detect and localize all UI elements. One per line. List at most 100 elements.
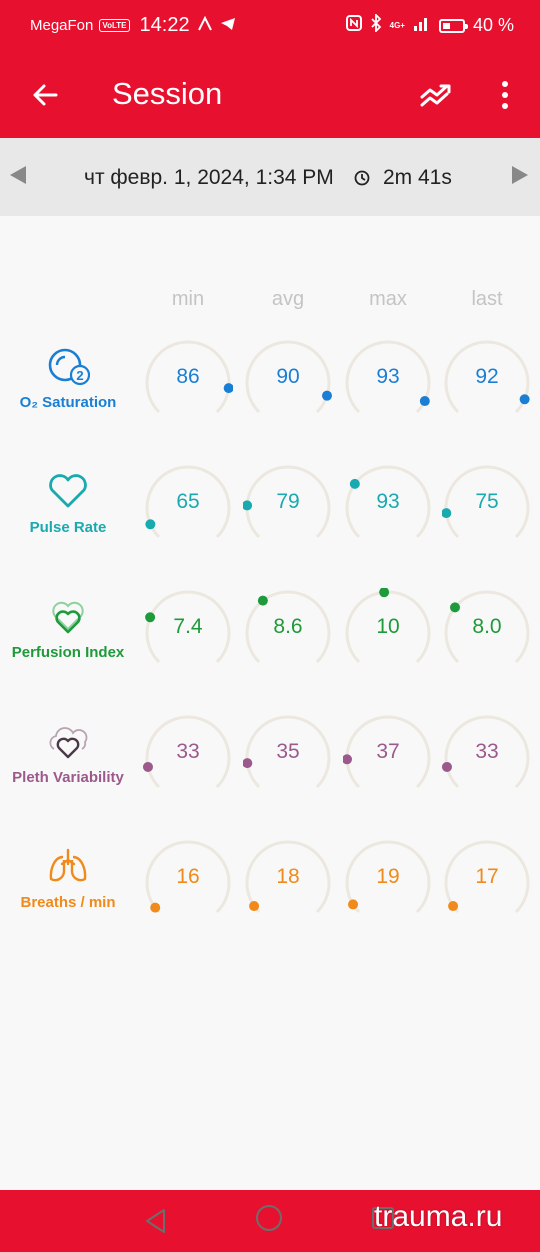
gauge-indicator-dot (249, 901, 260, 912)
notification-icon (196, 15, 214, 35)
gauge-value: 19 (376, 865, 400, 888)
gauge-value: 79 (276, 490, 300, 513)
gauge-max: 10 (343, 588, 433, 678)
gauge-avg: 90 (243, 338, 333, 428)
metric-label: Breaths / min (20, 894, 116, 911)
gauge-last: 8.0 (442, 588, 532, 678)
lungs-icon (49, 848, 87, 882)
nav-back-icon[interactable] (143, 1207, 169, 1235)
prev-session-button[interactable] (10, 166, 26, 184)
gauge-last: 75 (442, 463, 532, 553)
o2-icon: 2 (48, 348, 90, 386)
pleth-icon (49, 727, 88, 759)
gauge-value: 33 (475, 740, 499, 763)
gauge-indicator-dot (442, 508, 452, 519)
gauge-avg: 35 (243, 713, 333, 803)
gauge-indicator-dot (419, 396, 430, 407)
gauge-indicator-dot (349, 478, 360, 489)
column-header-max: max (369, 288, 407, 310)
gauge-track (145, 465, 231, 539)
gauge-max: 37 (343, 713, 433, 803)
carrier-name: MegaFon (30, 17, 94, 34)
session-duration: 2m 41s (383, 166, 452, 189)
heart-icon (49, 474, 87, 508)
metric-row-pulse-rate: Pulse Rate 65 79 93 75 (0, 465, 540, 583)
gauge-track (245, 590, 331, 664)
gauge-max: 19 (343, 838, 433, 928)
metric-label: Pulse Rate (29, 519, 107, 536)
session-date: чт февр. 1, 2024, 1:34 PM (84, 166, 334, 189)
back-button[interactable] (28, 78, 62, 112)
arrow-left-icon (33, 84, 58, 106)
gauge-value: 93 (376, 490, 400, 513)
gauge-track (345, 465, 431, 539)
watermark: trauma.ru (374, 1200, 503, 1233)
column-header-last: last (471, 288, 503, 310)
gauge-indicator-dot (379, 588, 390, 598)
gauge-last: 92 (442, 338, 532, 428)
gauge-track (444, 340, 530, 414)
perfusion-icon (52, 601, 84, 634)
gauge-value: 17 (475, 865, 499, 888)
gauge-value: 8.0 (472, 615, 502, 638)
gauge-min: 65 (143, 463, 233, 553)
session-date-bar: чт февр. 1, 2024, 1:34 PM 2m 41s (0, 138, 540, 216)
gauge-value: 10 (376, 615, 400, 638)
gauge-avg: 8.6 (243, 588, 333, 678)
gauge-indicator-dot (448, 901, 459, 912)
gauge-min: 33 (143, 713, 233, 803)
metric-label: Perfusion Index (11, 644, 125, 661)
gauge-indicator-dot (143, 761, 153, 772)
gauge-indicator-dot (145, 519, 156, 530)
nav-recents-icon[interactable] (372, 1207, 394, 1229)
gauge-value: 90 (276, 365, 300, 388)
gauge-track (145, 840, 231, 914)
gauge-track (345, 840, 431, 914)
gauge-value: 65 (176, 490, 200, 513)
trend-icon (420, 84, 451, 107)
gauge-indicator-dot (519, 394, 530, 405)
gauge-indicator-dot (243, 758, 253, 769)
gauge-value: 86 (176, 365, 200, 388)
volte-badge: VoLTE (99, 19, 130, 32)
gauge-indicator-dot (450, 602, 461, 613)
gauge-min: 86 (143, 338, 233, 428)
gauge-indicator-dot (257, 595, 268, 606)
gauge-track (245, 340, 331, 414)
gauge-track (145, 715, 231, 789)
gauge-max: 93 (343, 463, 433, 553)
nav-home-icon[interactable] (256, 1205, 282, 1231)
gauge-track (245, 840, 331, 914)
gauge-indicator-dot (150, 902, 161, 913)
trend-button[interactable] (419, 78, 459, 112)
gauge-indicator-dot (321, 390, 332, 401)
gauge-track (145, 590, 231, 664)
gauge-value: 93 (376, 365, 400, 388)
gauge-indicator-dot (348, 899, 359, 910)
gauge-indicator-dot (145, 612, 156, 623)
gauge-track (245, 465, 331, 539)
gauge-value: 35 (276, 740, 300, 763)
svg-text:2: 2 (76, 368, 83, 383)
bluetooth-icon (370, 12, 382, 37)
gauge-value: 75 (475, 490, 499, 513)
gauge-min: 16 (143, 838, 233, 928)
gauge-value: 16 (176, 865, 200, 888)
column-header-min: min (171, 288, 205, 310)
gauge-value: 33 (176, 740, 200, 763)
next-session-button[interactable] (512, 166, 528, 184)
gauge-max: 93 (343, 338, 433, 428)
more-options-button[interactable] (493, 78, 517, 112)
system-nav-bar: trauma.ru (0, 1190, 540, 1252)
page-title: Session (112, 76, 223, 111)
clock-icon (354, 170, 370, 186)
gauge-avg: 18 (243, 838, 333, 928)
column-header-avg: avg (271, 288, 305, 310)
gauge-track (345, 340, 431, 414)
network-type: 4G+ (389, 21, 405, 30)
metric-label: Pleth Variability (12, 769, 124, 786)
gauge-last: 17 (442, 838, 532, 928)
gauge-value: 8.6 (273, 615, 303, 638)
more-vert-icon (502, 81, 508, 87)
gauge-track (444, 715, 530, 789)
